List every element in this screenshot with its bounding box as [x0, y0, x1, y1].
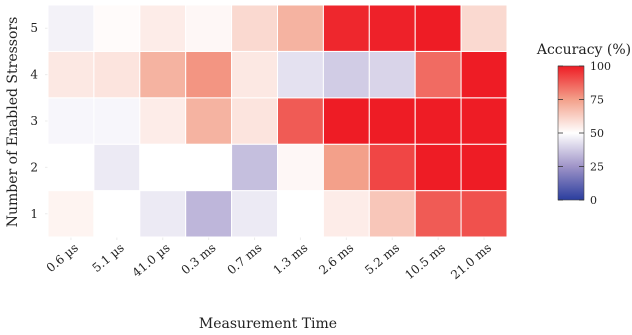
heatmap-cell	[460, 4, 508, 52]
heatmap-cell	[460, 190, 508, 238]
heatmap-cell	[414, 97, 462, 145]
heatmap-cell	[460, 97, 508, 145]
heatmap-cell	[368, 50, 416, 99]
heatmap-cell	[185, 50, 233, 99]
colorbar-title: Accuracy (%)	[536, 42, 631, 58]
heatmap-cell	[231, 97, 279, 145]
heatmap-cell	[277, 4, 324, 52]
colorbar-tick-label: 0	[590, 194, 597, 207]
x-tick-labels: 0.6 µs 5.1 µs 41.0 µs 0.3 ms 0.7 ms 1.3 ms 2.6…	[44, 241, 494, 283]
heatmap-cell	[139, 190, 187, 238]
heatmap-cell	[414, 50, 462, 99]
heatmap-cell	[368, 143, 416, 192]
heatmap-cell	[47, 190, 95, 238]
heatmap-cell	[139, 4, 187, 52]
y-axis-label: Number of Enabled Stressors	[5, 17, 21, 228]
y-tick-label: 5	[30, 21, 38, 35]
heatmap-cell	[231, 143, 279, 192]
heatmap-cell	[414, 143, 462, 192]
colorbar-tick-label: 50	[590, 127, 604, 140]
x-tick-label: 5.1 µs	[90, 241, 127, 275]
heatmap-cells	[47, 4, 508, 238]
heatmap-cell	[277, 50, 324, 99]
colorbar-legend: Accuracy (%) 0 25 50 75 100	[536, 42, 631, 207]
heatmap-cell	[322, 4, 370, 52]
heatmap-cell	[93, 97, 141, 145]
x-tick-label: 5.2 ms	[362, 241, 402, 278]
heatmap-cell	[47, 4, 95, 52]
heatmap-cell	[47, 97, 95, 145]
heatmap-cell	[185, 190, 233, 238]
heatmap-cell	[93, 143, 141, 192]
heatmap-cell	[277, 143, 324, 192]
y-tick-label: 2	[30, 160, 38, 174]
heatmap-cell	[47, 50, 95, 99]
colorbar-tick-label: 100	[590, 60, 611, 73]
y-tick-labels: 1 2 3 4 5	[30, 21, 38, 221]
colorbar-tick-label: 75	[590, 94, 604, 107]
heatmap-cell	[185, 143, 233, 192]
heatmap-cell	[277, 97, 324, 145]
heatmap-cell	[93, 4, 141, 52]
x-tick-label: 41.0 µs	[130, 241, 173, 280]
heatmap-cell	[460, 50, 508, 99]
x-tick-label: 0.3 ms	[179, 241, 219, 278]
heatmap-cell	[231, 4, 279, 52]
heatmap-cell	[231, 50, 279, 99]
colorbar-tick-label: 25	[590, 161, 604, 174]
heatmap-cell	[460, 143, 508, 192]
heatmap-cell	[139, 143, 187, 192]
heatmap-cell	[368, 97, 416, 145]
x-tick-label: 0.6 µs	[44, 241, 81, 275]
y-tick-label: 1	[30, 207, 38, 221]
heatmap-cell	[231, 190, 279, 238]
x-tick-label: 10.5 ms	[402, 241, 448, 283]
x-tick-label: 2.6 ms	[316, 241, 356, 278]
heatmap-cell	[414, 4, 462, 52]
heatmap-cell	[322, 143, 370, 192]
x-tick-label: 0.7 ms	[225, 241, 265, 278]
y-tick-label: 4	[30, 68, 38, 82]
heatmap-cell	[414, 190, 462, 238]
heatmap-cell	[185, 97, 233, 145]
heatmap-cell	[185, 4, 233, 52]
x-axis-label: Measurement Time	[199, 316, 337, 332]
x-tick-label: 1.3 ms	[270, 241, 310, 278]
heatmap-cell	[139, 50, 187, 99]
y-tick-label: 3	[30, 114, 38, 128]
heatmap-cell	[322, 97, 370, 145]
heatmap-cell	[47, 143, 95, 192]
heatmap-cell	[139, 97, 187, 145]
heatmap-cell	[322, 190, 370, 238]
colorbar-ticks: 0 25 50 75 100	[558, 60, 611, 207]
heatmap-cell	[368, 190, 416, 238]
heatmap-cell	[322, 50, 370, 99]
x-tick-label: 21.0 ms	[448, 241, 494, 283]
heatmap-cell	[93, 50, 141, 99]
heatmap-cell	[277, 190, 324, 238]
heatmap-cell	[368, 4, 416, 52]
heatmap-cell	[93, 190, 141, 238]
